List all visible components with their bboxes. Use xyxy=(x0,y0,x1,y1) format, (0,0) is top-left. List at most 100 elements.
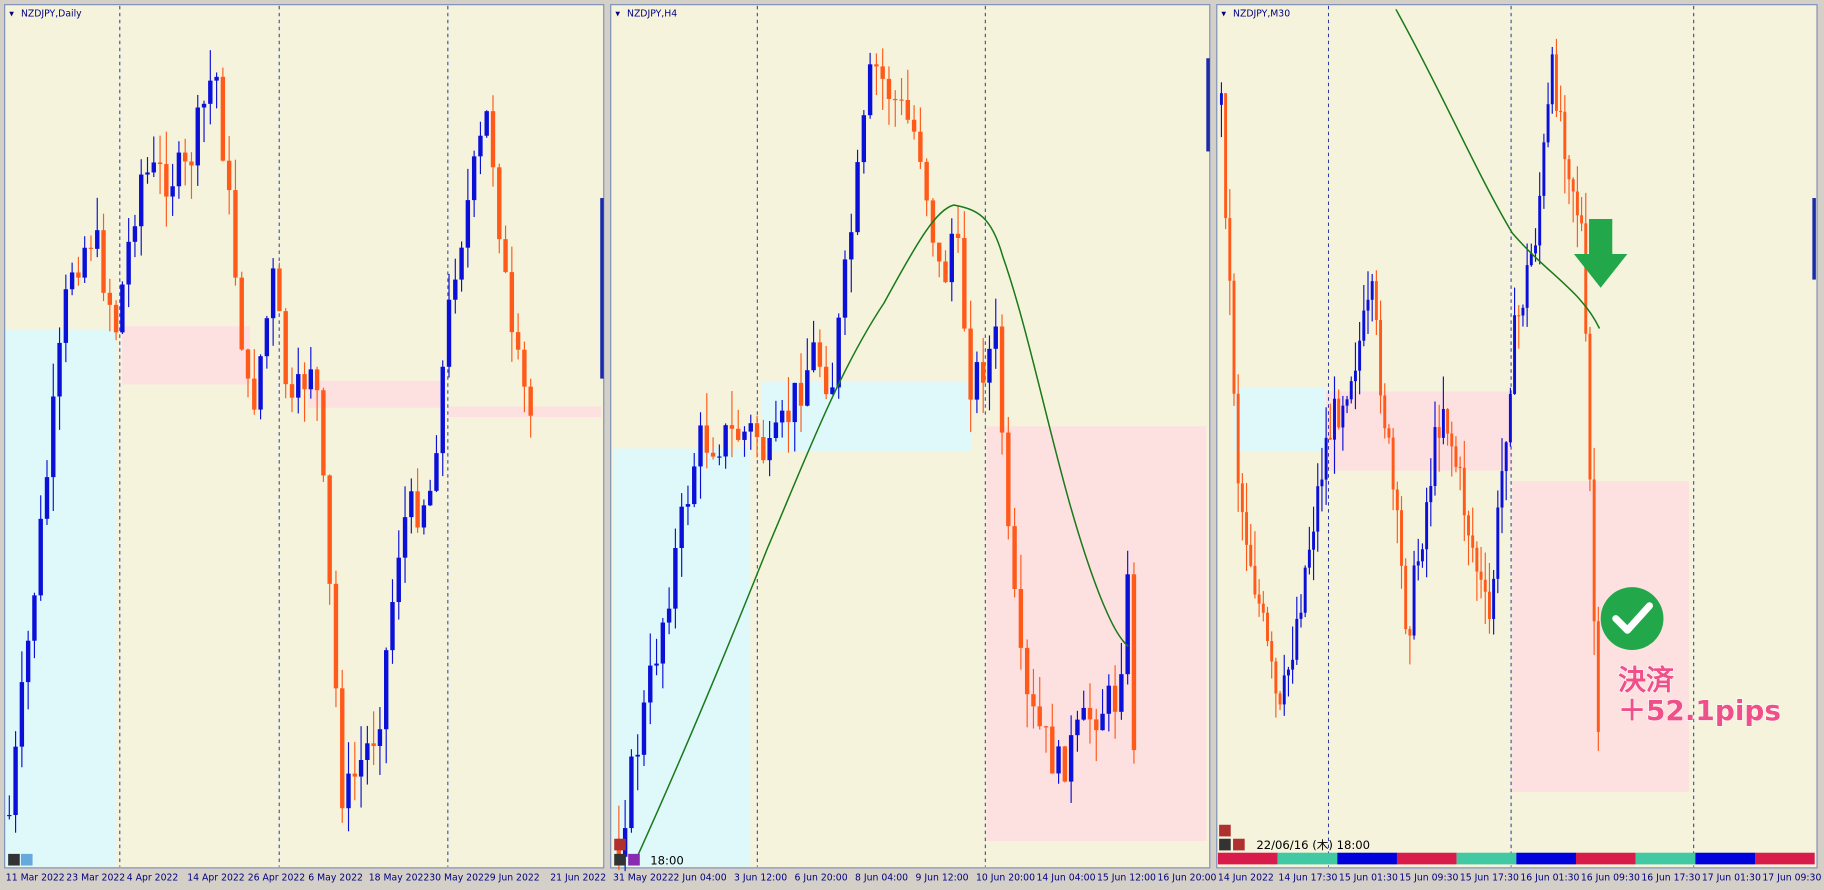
candle-body xyxy=(1400,510,1403,566)
candle-body xyxy=(1245,512,1249,545)
icon[interactable] xyxy=(1219,838,1231,851)
candle-body xyxy=(830,387,835,395)
check-badge xyxy=(1600,587,1664,651)
candle-body xyxy=(874,64,879,67)
icon[interactable] xyxy=(614,838,626,851)
candle-body xyxy=(44,477,50,519)
candle-body xyxy=(189,161,194,166)
icon[interactable] xyxy=(628,853,640,866)
x-tick-label: 14 Jun 17:30 xyxy=(1278,873,1337,884)
candle-body xyxy=(1333,398,1336,440)
candle-body xyxy=(1324,437,1328,480)
candle-body xyxy=(308,369,314,390)
candle-body xyxy=(666,608,672,623)
candle-body xyxy=(346,773,351,809)
candle-body xyxy=(1521,307,1525,316)
candle-body xyxy=(1062,746,1068,782)
candle-body xyxy=(32,595,37,641)
candle-body xyxy=(999,326,1005,433)
candle-body xyxy=(258,356,263,410)
candle-body xyxy=(1282,675,1286,705)
scroll-marker xyxy=(600,198,604,379)
candle-body xyxy=(25,640,31,683)
candle-body xyxy=(1387,428,1391,438)
candle-body xyxy=(233,190,238,278)
candle-body xyxy=(849,232,854,260)
candle-body xyxy=(239,277,244,350)
candle-body xyxy=(1006,432,1011,527)
candle-body xyxy=(1483,579,1487,592)
candle-body xyxy=(880,66,885,79)
candle-body xyxy=(465,200,471,248)
candle-body xyxy=(1316,486,1320,532)
candle-body xyxy=(1395,489,1399,511)
icon[interactable] xyxy=(20,853,33,866)
candle-body xyxy=(1349,381,1353,400)
candle-body xyxy=(1341,405,1345,428)
candle-body xyxy=(1479,571,1483,580)
candle-body xyxy=(182,152,188,162)
title-arrow: ▾ xyxy=(9,8,14,19)
candle-body xyxy=(924,161,929,201)
candle-body xyxy=(805,370,810,406)
x-tick-label: 2 Jun 04:00 xyxy=(674,873,727,884)
candle-body xyxy=(327,475,332,584)
title-arrow: ▾ xyxy=(1221,8,1226,19)
x-tick-label: 3 Jun 12:00 xyxy=(734,873,787,884)
candle-body xyxy=(528,386,533,416)
x-tick-label: 21 Jun 2022 xyxy=(550,873,606,884)
candle-body xyxy=(1546,104,1550,143)
candle-body xyxy=(57,342,62,397)
candle-body xyxy=(1475,547,1479,572)
candle-body xyxy=(1420,549,1424,562)
candle-body xyxy=(1437,427,1441,438)
candle-body xyxy=(767,438,772,461)
candle-body xyxy=(453,279,458,300)
candle-body xyxy=(1274,661,1278,694)
x-tick-label: 17 Jun 09:30 xyxy=(1762,873,1821,884)
candle-body xyxy=(842,259,848,318)
candle-body xyxy=(1087,707,1093,720)
candle-body xyxy=(911,119,917,132)
x-tick-label: 23 Mar 2022 xyxy=(66,873,125,884)
candle-body xyxy=(1588,333,1592,480)
candle-body xyxy=(1513,315,1517,394)
candle-body xyxy=(132,226,138,242)
candle-body xyxy=(358,759,364,777)
candle-body xyxy=(754,423,760,438)
candle-body xyxy=(1081,707,1086,720)
icon[interactable] xyxy=(8,853,20,866)
candle-body xyxy=(729,425,735,429)
annotation-label: 決済 xyxy=(1618,664,1675,697)
candle-body xyxy=(1024,647,1030,695)
icon[interactable] xyxy=(614,853,626,866)
candle-body xyxy=(384,650,389,730)
candle-body xyxy=(1391,437,1395,490)
candle-body xyxy=(861,115,867,163)
candle-body xyxy=(1056,746,1061,774)
icon[interactable] xyxy=(1233,838,1245,851)
candle-body xyxy=(786,410,791,423)
candle-body xyxy=(95,230,100,249)
candle-body xyxy=(522,349,527,387)
candle-body xyxy=(120,284,125,333)
candle-body xyxy=(296,374,301,398)
x-tick-label: 6 May 2022 xyxy=(308,873,363,884)
candle-body xyxy=(220,76,226,161)
candle-body xyxy=(38,518,43,596)
cursor-time: 22/06/16 (木) 18:00 xyxy=(1256,838,1370,852)
session-block xyxy=(1755,852,1815,865)
candle-body xyxy=(1534,245,1537,254)
candle-body xyxy=(1412,565,1416,636)
candle-body xyxy=(1425,502,1429,550)
candle-body xyxy=(918,131,923,162)
candle-body xyxy=(673,548,678,609)
candle-body xyxy=(1050,726,1055,774)
candle-body xyxy=(421,505,427,528)
x-tick-label: 15 Jun 17:30 xyxy=(1460,873,1519,884)
candle-body xyxy=(1596,621,1600,732)
x-tick-label: 17 Jun 01:30 xyxy=(1702,873,1761,884)
icon[interactable] xyxy=(1219,824,1231,837)
x-tick-label: 9 Jun 2022 xyxy=(490,873,540,884)
